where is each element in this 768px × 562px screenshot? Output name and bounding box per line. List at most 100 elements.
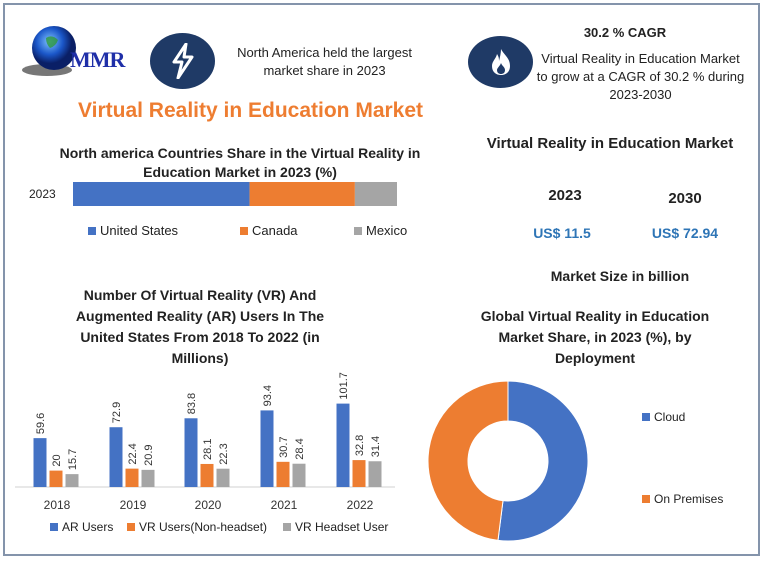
users-title-line-4: Millions) xyxy=(171,350,229,366)
legend-label: Cloud xyxy=(654,410,686,424)
bar xyxy=(109,427,123,487)
donut-slice-on-premises xyxy=(427,380,509,541)
bar xyxy=(200,463,214,487)
market-value-2023: US$ 11.5 xyxy=(533,225,591,241)
deployment-chart-title: Global Virtual Reality in Education Mark… xyxy=(450,306,740,369)
cagr-description: Virtual Reality in Education Market to g… xyxy=(528,50,753,104)
deployment-title-line-2: Market Share, in 2023 (%), by xyxy=(498,329,692,345)
bar xyxy=(49,470,63,487)
legend-item-on-premises: On Premises xyxy=(642,492,723,506)
highlight-line-1: North America held the largest xyxy=(237,45,412,60)
data-label: 59.6 xyxy=(35,413,47,434)
legend-swatch xyxy=(50,523,58,531)
legend-label: On Premises xyxy=(654,492,724,506)
data-label: 83.8 xyxy=(186,393,198,414)
stacked-bar-chart xyxy=(73,182,397,206)
donut-slice-cloud xyxy=(497,380,589,542)
stacked-chart-title: North america Countries Share in the Vir… xyxy=(40,144,440,182)
legend-item-ar-users: AR Users xyxy=(50,520,113,534)
market-year-2030: 2030 xyxy=(668,190,702,207)
users-title-line-3: United States From 2018 To 2022 (in xyxy=(80,329,320,345)
legend-label: Mexico xyxy=(366,223,408,238)
stacked-segment-canada xyxy=(249,182,355,206)
legend-item-vr-headset-user: VR Headset User xyxy=(283,520,388,534)
data-label: 30.7 xyxy=(278,436,290,457)
highlight-line-2: market share in 2023 xyxy=(263,63,386,78)
infographic-frame xyxy=(3,3,760,556)
deployment-donut-chart xyxy=(427,380,589,542)
data-label: 22.3 xyxy=(218,443,230,464)
legend-label: Canada xyxy=(252,223,298,238)
cagr-heading: 30.2 % CAGR xyxy=(583,25,667,40)
stacked-segment-mexico xyxy=(354,182,397,206)
legend-label: United States xyxy=(100,223,179,238)
stacked-category-label: 2023 xyxy=(29,187,56,201)
legend-item-vr-users-non-headset: VR Users(Non-headset) xyxy=(127,520,267,534)
x-tick-label: 2021 xyxy=(271,498,298,512)
legend-swatch xyxy=(642,495,650,503)
flame-icon xyxy=(491,49,510,75)
stacked-title-line-1: North america Countries Share in the Vir… xyxy=(59,145,421,161)
legend-swatch xyxy=(642,413,650,421)
deployment-title-line-1: Global Virtual Reality in Education xyxy=(480,308,710,324)
logo-text: MMR xyxy=(70,47,125,72)
data-label: 20 xyxy=(51,454,63,466)
legend-label: AR Users xyxy=(62,520,114,534)
cagr-line-3: 2023-2030 xyxy=(609,87,672,102)
globe-icon xyxy=(22,26,76,76)
highlight-text: North America held the largest market sh… xyxy=(222,44,427,80)
legend-swatch xyxy=(88,226,96,235)
users-title-line-2: Augmented Reality (AR) Users In The xyxy=(75,308,325,324)
users-bar-chart: 2018 59.6 20 15.7 2019 72.9 22.4 20.9 2020 83.8 28… xyxy=(15,372,395,512)
lightning-bolt-icon xyxy=(172,43,193,79)
legend-swatch xyxy=(283,523,291,531)
bar xyxy=(141,469,155,487)
bar xyxy=(65,474,79,487)
mmr-logo xyxy=(12,20,142,80)
cagr-line-1: Virtual Reality in Education Market xyxy=(541,51,740,66)
legend-swatch xyxy=(354,226,362,235)
data-label: 31.4 xyxy=(370,436,382,457)
legend-item-canada: Canada xyxy=(240,223,298,238)
market-value-2030: US$ 72.94 xyxy=(651,225,719,241)
bar xyxy=(336,403,350,487)
bar xyxy=(33,438,47,487)
bar xyxy=(184,418,198,487)
bar xyxy=(352,460,366,487)
data-label: 22.4 xyxy=(127,443,139,464)
legend-item-cloud: Cloud xyxy=(642,410,685,424)
bar xyxy=(125,468,139,487)
data-label: 15.7 xyxy=(67,449,79,470)
users-title-line-1: Number Of Virtual Reality (VR) And xyxy=(83,287,317,303)
market-size-caption: Market Size in billion xyxy=(550,268,690,284)
data-label: 32.8 xyxy=(354,435,366,456)
bar xyxy=(368,461,382,487)
stacked-title-line-2: Education Market in 2023 (%) xyxy=(143,164,337,180)
legend-item-united-states: United States xyxy=(88,223,178,238)
users-chart-title: Number Of Virtual Reality (VR) And Augme… xyxy=(30,285,370,369)
cagr-line-2: to grow at a CAGR of 30.2 % during xyxy=(536,69,745,84)
x-tick-label: 2022 xyxy=(347,498,374,512)
bar xyxy=(216,468,230,487)
x-tick-label: 2020 xyxy=(195,498,222,512)
market-size-title: Virtual Reality in Education Market xyxy=(486,135,734,152)
bar xyxy=(292,463,306,487)
deployment-title-line-3: Deployment xyxy=(554,350,636,366)
page-title: Virtual Reality in Education Market xyxy=(78,99,424,122)
legend-label: VR Headset User xyxy=(295,520,389,534)
bar xyxy=(276,461,290,487)
data-label: 20.9 xyxy=(143,444,155,465)
legend-swatch xyxy=(127,523,135,531)
legend-label: VR Users(Non-headset) xyxy=(139,520,268,534)
legend-item-mexico: Mexico xyxy=(354,223,407,238)
legend-swatch xyxy=(240,226,248,235)
bar xyxy=(260,410,274,487)
stacked-segment-united-states xyxy=(73,182,250,206)
data-label: 72.9 xyxy=(111,402,123,423)
data-label: 28.4 xyxy=(294,438,306,459)
data-label: 28.1 xyxy=(202,439,214,460)
market-year-2023: 2023 xyxy=(548,187,582,204)
x-tick-label: 2018 xyxy=(44,498,71,512)
data-label: 101.7 xyxy=(338,372,350,400)
highlight-badge xyxy=(150,33,215,89)
